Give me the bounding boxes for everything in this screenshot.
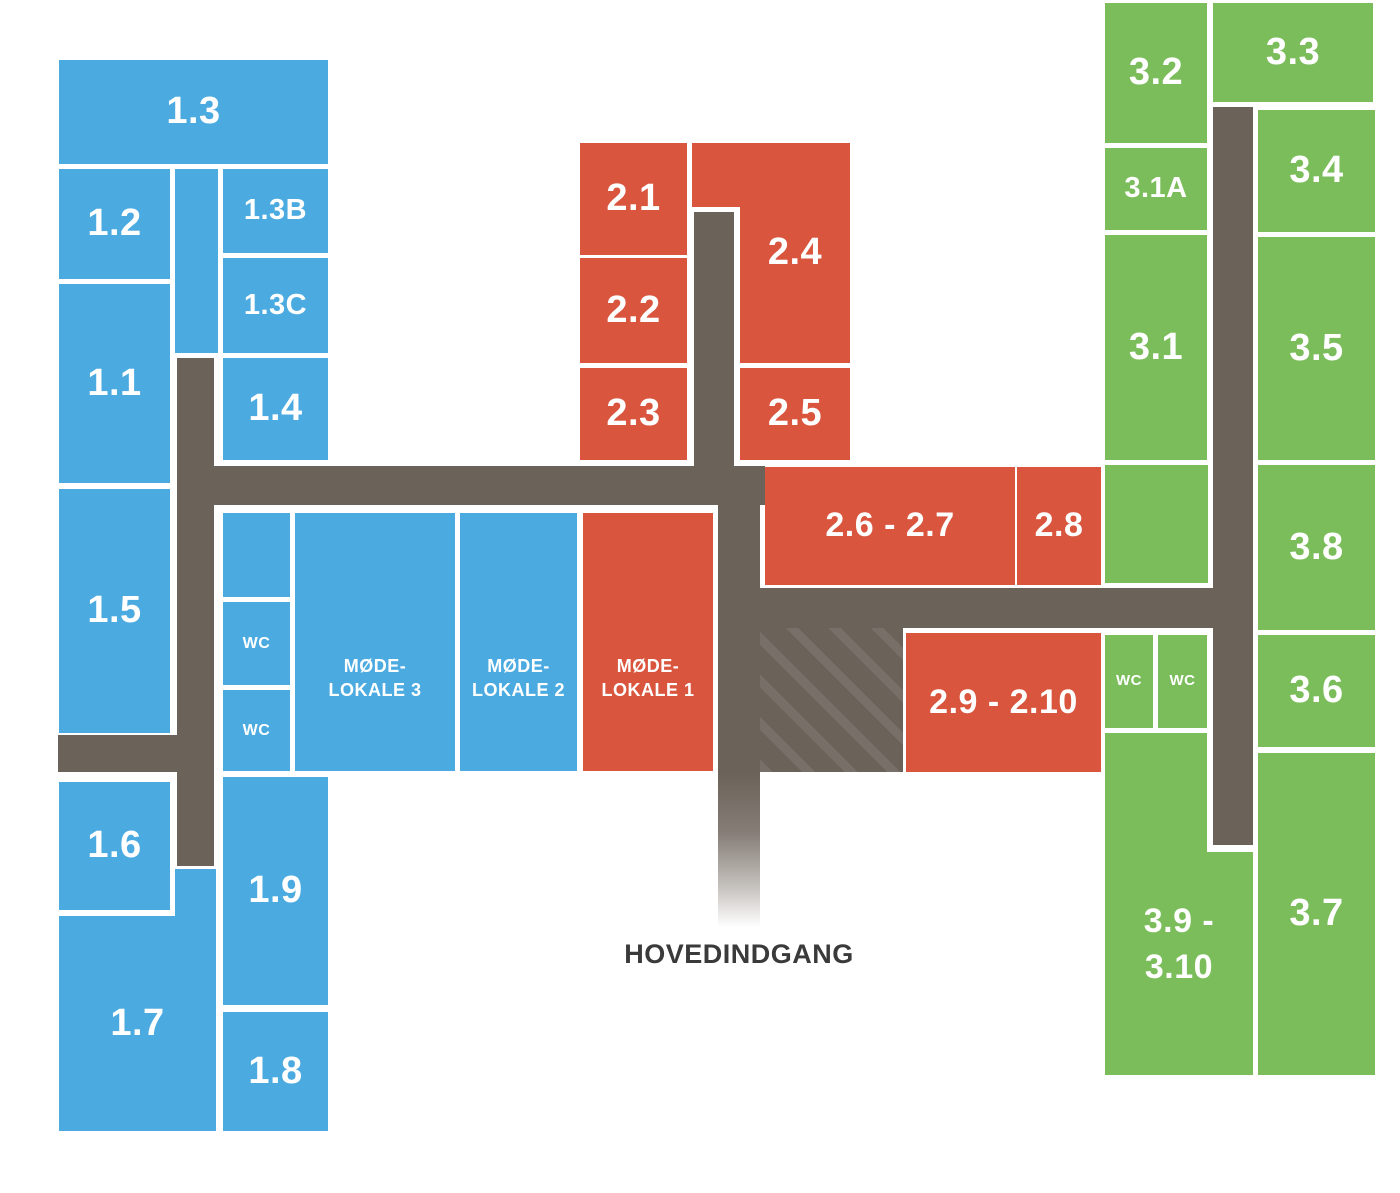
room-3-6: 3.6 — [1258, 635, 1375, 747]
wc-blue-2-label: WC — [242, 721, 271, 739]
room-3-1: 3.1 — [1105, 235, 1207, 460]
plaza-hatched — [760, 628, 903, 772]
room-2-5-label: 2.5 — [767, 392, 823, 435]
room-3-6-label: 3.6 — [1289, 669, 1344, 712]
room-3-8-label: 3.8 — [1289, 525, 1344, 568]
room-2-9-2-10-label: 2.9 - 2.10 — [929, 682, 1078, 721]
corridor-left-vertical — [177, 358, 214, 866]
main-entrance-label: HOVEDINDGANG — [624, 938, 854, 969]
room-3-1A-label: 3.1A — [1124, 172, 1188, 205]
room-2-5: 2.5 — [740, 368, 850, 460]
room-3-2: 3.2 — [1105, 3, 1207, 143]
wc-blue-2: WC — [223, 690, 290, 771]
label-3-9-3-10-label: 3.9 -3.10 — [1143, 902, 1215, 986]
wc-green-2-label: WC — [1169, 672, 1196, 690]
room-1-3B: 1.3B — [223, 169, 328, 253]
room-2-2-label: 2.2 — [606, 288, 661, 331]
room-1-4-label: 1.4 — [248, 387, 303, 430]
room-1-7-strip — [175, 869, 216, 916]
room-2-6-2-7: 2.6 - 2.7 — [765, 467, 1015, 585]
room-3-3-label: 3.3 — [1265, 30, 1321, 73]
corridor-center-lower-vertical — [718, 466, 760, 772]
wc-blue-1: WC — [223, 602, 290, 685]
room-1-7: 1.7 — [59, 916, 216, 1131]
room-2-6-2-7-label: 2.6 - 2.7 — [825, 506, 955, 545]
room-3-4: 3.4 — [1258, 110, 1375, 232]
room-2-4-notch — [692, 143, 740, 207]
moedelokale-3: MØDE- LOKALE 3 — [295, 513, 455, 771]
room-1-3C: 1.3C — [223, 258, 328, 353]
room-3-4-label: 3.4 — [1289, 149, 1344, 192]
room-1-3-label: 1.3 — [166, 90, 221, 133]
room-2-2: 2.2 — [580, 258, 687, 363]
wc-green-2: WC — [1158, 635, 1207, 728]
moedelokale-3-label: MØDE- LOKALE 3 — [328, 655, 422, 700]
room-2-3: 2.3 — [580, 368, 687, 460]
room-1-3C-label: 1.3C — [243, 288, 308, 321]
room-3-5-label: 3.5 — [1289, 326, 1344, 369]
room-3-5: 3.5 — [1258, 237, 1375, 460]
room-1-2: 1.2 — [59, 169, 170, 279]
wc-green-1: WC — [1105, 635, 1153, 728]
label-3-9-3-10: 3.9 -3.10 — [1105, 885, 1253, 1005]
room-2-4: 2.4 — [740, 143, 850, 363]
room-1-1: 1.1 — [59, 284, 170, 483]
room-1-7-label: 1.7 — [110, 1001, 165, 1044]
wc-green-1-label: WC — [1116, 672, 1142, 690]
room-2-3-label: 2.3 — [606, 392, 661, 435]
room-1-1-label: 1.1 — [87, 361, 142, 404]
corridor-main-horizontal — [214, 466, 765, 505]
room-1-9-label: 1.9 — [248, 869, 303, 912]
room-2-4-label: 2.4 — [767, 231, 823, 274]
room-3-7: 3.7 — [1258, 753, 1375, 1075]
corridor-lower-horizontal — [760, 588, 1253, 628]
room-1-3: 1.3 — [59, 60, 328, 164]
room-1-6: 1.6 — [59, 782, 170, 910]
room-3-8: 3.8 — [1258, 465, 1375, 630]
entrance-walkway-gradient — [718, 772, 760, 932]
wc-blue-1-label: WC — [242, 634, 271, 652]
corridor-right-vertical — [1213, 107, 1253, 845]
room-3-1-label: 3.1 — [1128, 325, 1184, 368]
room-green-small — [1105, 465, 1208, 583]
moedelokale-1-label: MØDE- LOKALE 1 — [601, 655, 695, 700]
room-2-8: 2.8 — [1017, 467, 1101, 585]
room-1-2-label: 1.2 — [87, 202, 142, 245]
room-1-8-label: 1.8 — [248, 1049, 303, 1092]
room-1-3B-label: 1.3B — [243, 194, 308, 227]
room-1-4: 1.4 — [223, 358, 328, 460]
room-1-9: 1.9 — [223, 777, 328, 1005]
moedelokale-1: MØDE- LOKALE 1 — [583, 513, 713, 771]
moedelokale-2: MØDE- LOKALE 2 — [460, 513, 577, 771]
room-1-6-label: 1.6 — [87, 824, 142, 867]
corridor-center-upper-vertical — [694, 212, 734, 466]
room-3-3: 3.3 — [1213, 3, 1373, 102]
room-2-9-2-10: 2.9 - 2.10 — [906, 633, 1101, 772]
room-1-5: 1.5 — [59, 489, 170, 733]
room-2-8-label: 2.8 — [1034, 506, 1084, 545]
room-2-1-label: 2.1 — [606, 177, 661, 220]
room-3-9-3-10-ext — [1105, 852, 1253, 1075]
room-3-2-label: 3.2 — [1128, 51, 1184, 94]
room-blue-small — [223, 513, 290, 597]
room-1-2-strip — [175, 169, 218, 353]
room-3-1A: 3.1A — [1105, 148, 1207, 230]
room-3-7-label: 3.7 — [1289, 892, 1344, 935]
moedelokale-2-label: MØDE- LOKALE 2 — [471, 655, 565, 700]
room-1-5-label: 1.5 — [87, 589, 142, 632]
room-2-1: 2.1 — [580, 143, 687, 255]
room-1-8: 1.8 — [223, 1012, 328, 1131]
